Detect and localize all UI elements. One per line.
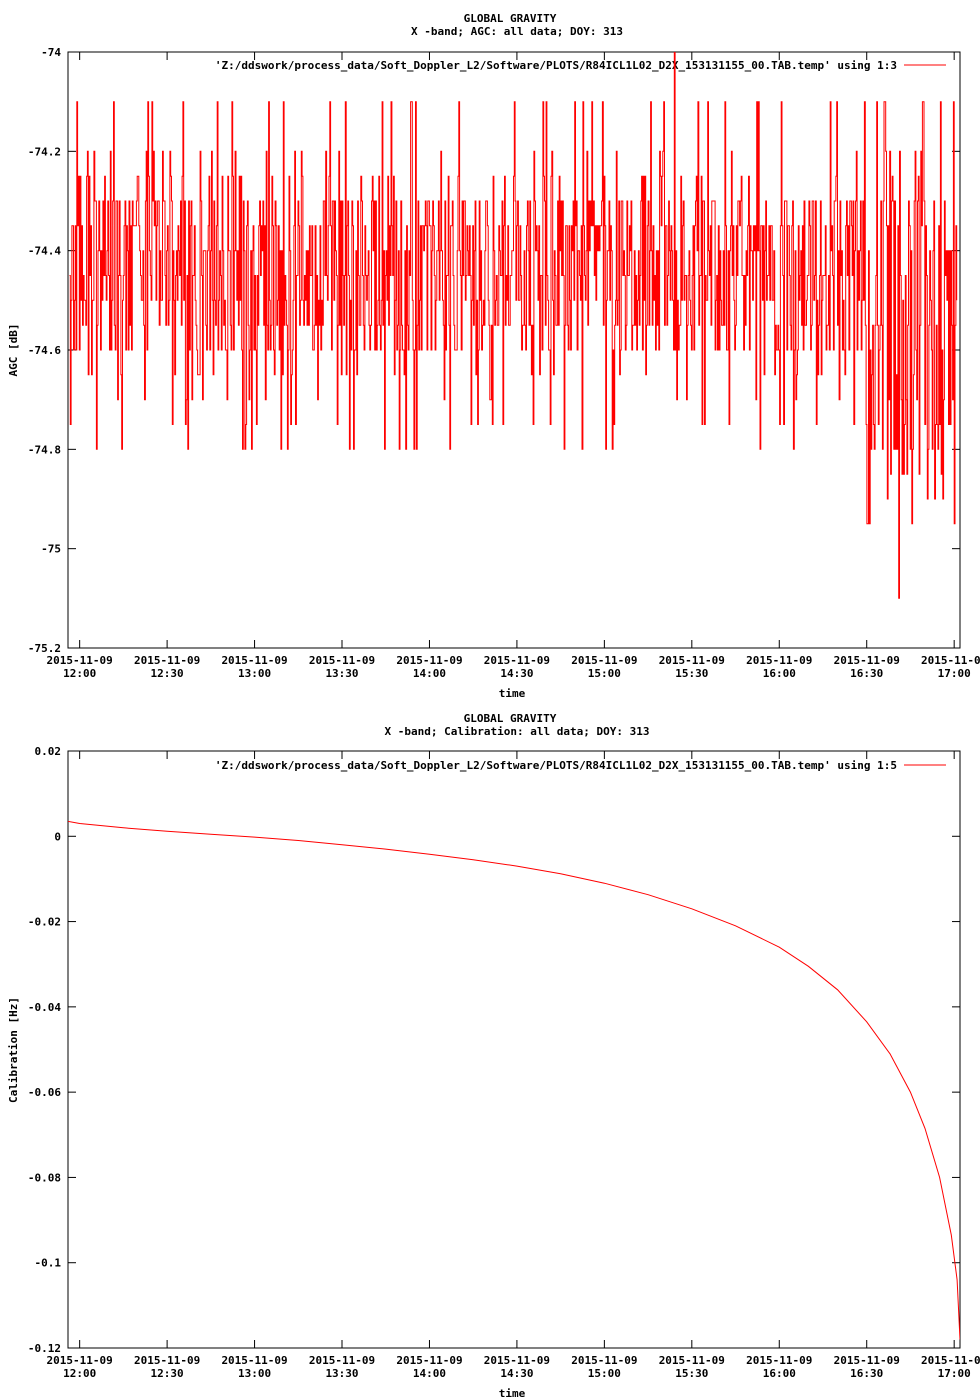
cal-y-axis-label: Calibration [Hz] xyxy=(7,997,20,1103)
agc-chart-subtitle: X -band; AGC: all data; DOY: 313 xyxy=(411,25,623,38)
agc-x-tick-time: 14:00 xyxy=(413,667,446,680)
agc-y-tick-label: -74.4 xyxy=(28,245,61,258)
cal-y-tick-label: -0.08 xyxy=(28,1171,61,1184)
cal-x-tick-date: 2015-11-09 xyxy=(659,1354,725,1367)
cal-x-tick-time: 14:30 xyxy=(500,1367,533,1380)
agc-y-ticks: -74 -74.2 -74.4 -74.6 -74.8 -75 -75.2 xyxy=(28,46,960,655)
cal-x-tick-time: 13:00 xyxy=(238,1367,271,1380)
cal-x-tick-time: 14:00 xyxy=(413,1367,446,1380)
agc-y-tick-label: -75 xyxy=(41,543,61,556)
cal-x-axis-label: time xyxy=(499,1387,526,1400)
agc-x-tick-date: 2015-11-09 xyxy=(309,654,375,667)
cal-y-tick-label: -0.1 xyxy=(35,1257,62,1270)
agc-chart-title: GLOBAL GRAVITY xyxy=(464,12,557,25)
cal-y-tick-label: 0 xyxy=(54,830,61,843)
agc-y-tick-label: -74.2 xyxy=(28,145,61,158)
agc-series-line xyxy=(69,52,958,599)
agc-x-tick-date: 2015-11-09 xyxy=(134,654,200,667)
agc-x-tick-time: 15:00 xyxy=(588,667,621,680)
agc-x-tick-date: 2015-11-09 xyxy=(396,654,462,667)
agc-x-tick-time: 12:30 xyxy=(151,667,184,680)
agc-x-tick-time: 13:00 xyxy=(238,667,271,680)
cal-x-tick-date: 2015-11-09 xyxy=(134,1354,200,1367)
cal-x-tick-time: 15:00 xyxy=(588,1367,621,1380)
agc-x-tick-date: 2015-11-09 xyxy=(484,654,550,667)
agc-x-tick-date: 2015-11-09 xyxy=(746,654,812,667)
cal-x-ticks: 2015-11-0912:002015-11-0912:302015-11-09… xyxy=(47,751,980,1380)
cal-x-tick-time: 12:00 xyxy=(63,1367,96,1380)
cal-x-tick-time: 16:30 xyxy=(850,1367,883,1380)
cal-chart-title: GLOBAL GRAVITY xyxy=(464,712,557,725)
agc-x-tick-date: 2015-11-09 xyxy=(47,654,113,667)
agc-x-tick-date: 2015-11-09 xyxy=(921,654,980,667)
cal-y-tick-label: -0.04 xyxy=(28,1001,61,1014)
agc-x-tick-date: 2015-11-09 xyxy=(571,654,637,667)
cal-x-tick-date: 2015-11-09 xyxy=(921,1354,980,1367)
cal-plot-frame xyxy=(67,750,961,1349)
cal-x-tick-time: 17:00 xyxy=(938,1367,971,1380)
cal-x-tick-date: 2015-11-09 xyxy=(834,1354,900,1367)
agc-x-tick-date: 2015-11-09 xyxy=(221,654,287,667)
agc-x-tick-time: 14:30 xyxy=(500,667,533,680)
agc-x-tick-date: 2015-11-09 xyxy=(834,654,900,667)
agc-y-tick-label: -74.6 xyxy=(28,344,61,357)
agc-y-axis-label: AGC [dB] xyxy=(7,324,20,377)
agc-y-tick-label: -75.2 xyxy=(28,642,61,655)
cal-y-tick-label: -0.02 xyxy=(28,916,61,929)
agc-x-ticks: 2015-11-0912:002015-11-0912:302015-11-09… xyxy=(47,52,980,680)
cal-x-tick-date: 2015-11-09 xyxy=(396,1354,462,1367)
cal-x-tick-time: 12:30 xyxy=(151,1367,184,1380)
cal-y-tick-label: -0.06 xyxy=(28,1086,61,1099)
agc-x-tick-time: 12:00 xyxy=(63,667,96,680)
cal-series-line xyxy=(68,820,960,1340)
agc-y-tick-label: -74.8 xyxy=(28,443,61,456)
cal-x-tick-time: 15:30 xyxy=(675,1367,708,1380)
cal-y-tick-label: 0.02 xyxy=(35,745,62,758)
agc-x-tick-time: 16:30 xyxy=(850,667,883,680)
calibration-chart: GLOBAL GRAVITY X -band; Calibration: all… xyxy=(7,712,980,1400)
agc-legend-label: 'Z:/ddswork/process_data/Soft_Doppler_L2… xyxy=(215,59,897,72)
cal-x-tick-time: 13:30 xyxy=(325,1367,358,1380)
cal-legend-label: 'Z:/ddswork/process_data/Soft_Doppler_L2… xyxy=(215,759,897,772)
agc-x-tick-time: 17:00 xyxy=(938,667,971,680)
agc-x-tick-time: 13:30 xyxy=(325,667,358,680)
cal-y-tick-label: -0.12 xyxy=(28,1342,61,1355)
cal-x-tick-date: 2015-11-09 xyxy=(47,1354,113,1367)
cal-x-tick-date: 2015-11-09 xyxy=(484,1354,550,1367)
agc-x-tick-time: 15:30 xyxy=(675,667,708,680)
cal-y-ticks: 0.02 0 -0.02 -0.04 -0.06 -0.08 -0.1 -0.12 xyxy=(28,745,960,1355)
cal-x-tick-date: 2015-11-09 xyxy=(309,1354,375,1367)
cal-x-tick-time: 16:00 xyxy=(763,1367,796,1380)
cal-x-tick-date: 2015-11-09 xyxy=(221,1354,287,1367)
agc-x-axis-label: time xyxy=(499,687,526,700)
agc-chart: GLOBAL GRAVITY X -band; AGC: all data; D… xyxy=(7,12,980,700)
cal-chart-subtitle: X -band; Calibration: all data; DOY: 313 xyxy=(385,725,650,738)
agc-x-tick-time: 16:00 xyxy=(763,667,796,680)
agc-x-tick-date: 2015-11-09 xyxy=(659,654,725,667)
agc-y-tick-label: -74 xyxy=(41,46,61,59)
cal-x-tick-date: 2015-11-09 xyxy=(746,1354,812,1367)
cal-x-tick-date: 2015-11-09 xyxy=(571,1354,637,1367)
